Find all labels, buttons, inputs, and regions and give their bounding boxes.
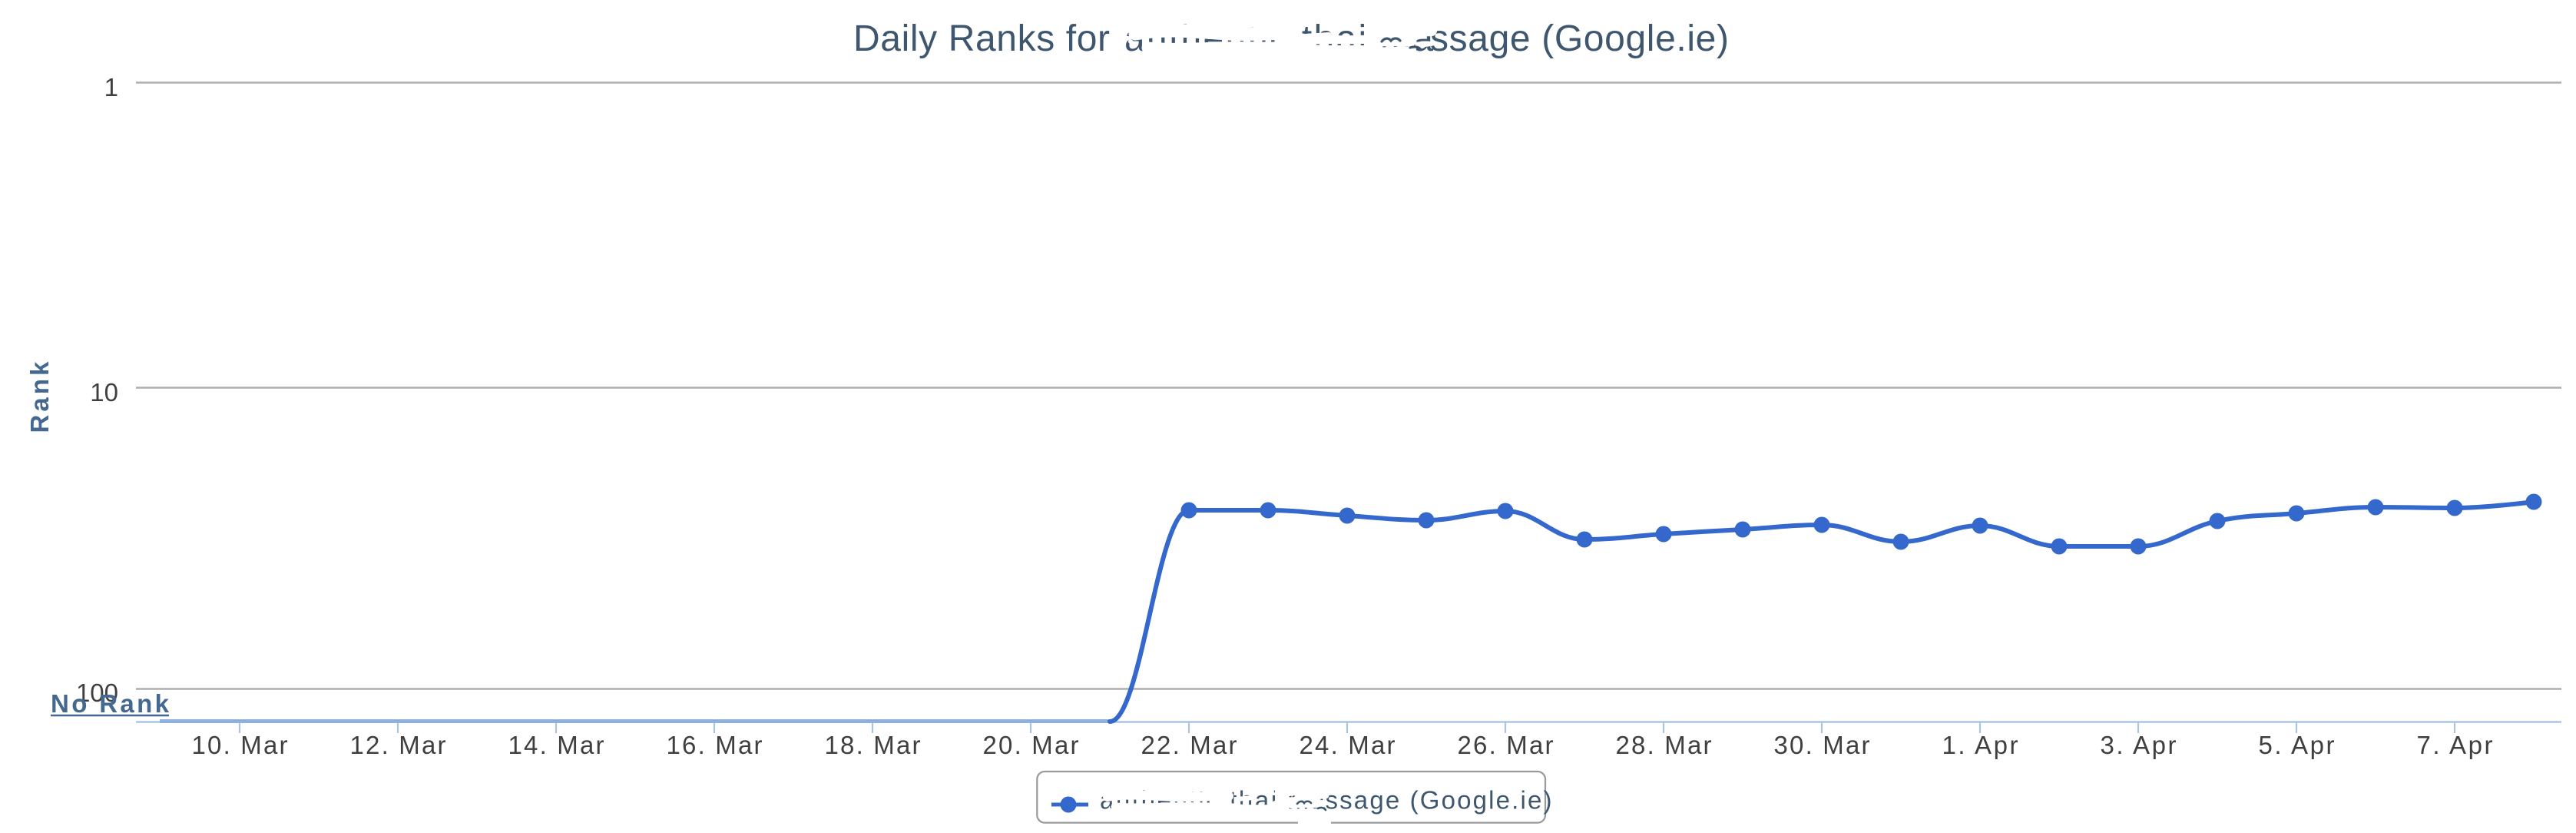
- svg-text:100: 100: [76, 679, 118, 707]
- svg-text:Daily Ranks for: Daily Ranks for: [853, 18, 1110, 59]
- svg-text:1. Apr: 1. Apr: [1942, 731, 2018, 759]
- svg-text:ssage (Google.ie): ssage (Google.ie): [1326, 786, 1552, 815]
- svg-text:No Rank: No Rank: [51, 689, 170, 718]
- svg-text:ssage (Google.ie): ssage (Google.ie): [1430, 18, 1729, 59]
- svg-text:10: 10: [90, 378, 118, 407]
- svg-text:7. Apr: 7. Apr: [2417, 731, 2493, 759]
- svg-text:1: 1: [104, 73, 118, 101]
- svg-text:3. Apr: 3. Apr: [2101, 731, 2177, 759]
- svg-text:5. Apr: 5. Apr: [2259, 731, 2335, 759]
